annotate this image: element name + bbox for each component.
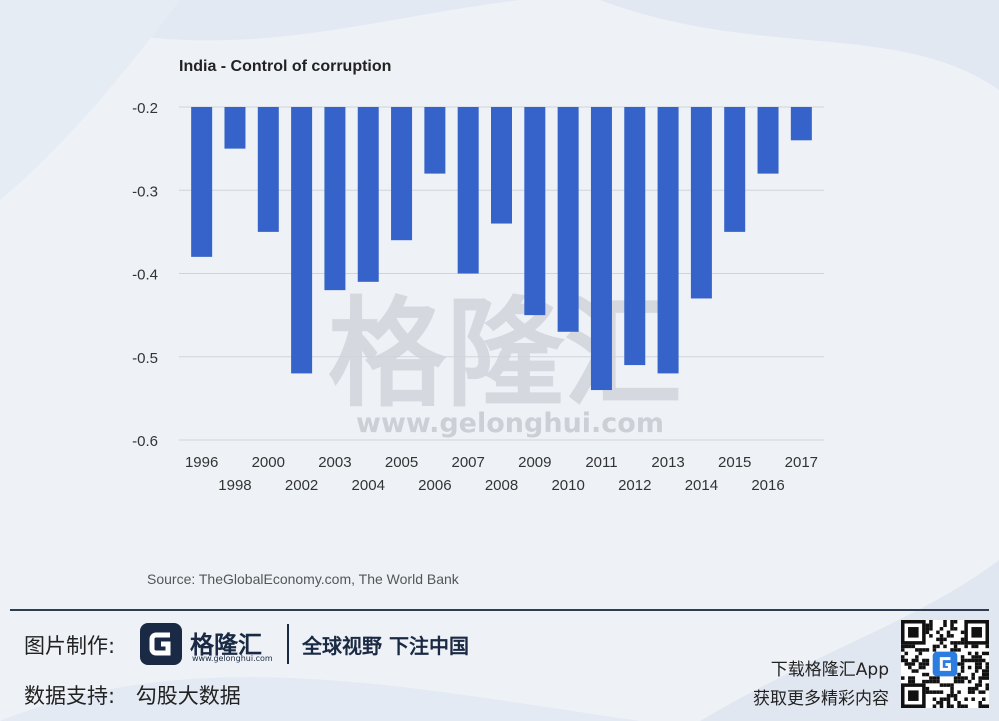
source-note: Source: TheGlobalEconomy.com, The World … xyxy=(147,571,459,587)
bar-2011 xyxy=(590,107,612,391)
bar-2004 xyxy=(357,107,379,282)
x-tick-label: 2004 xyxy=(352,477,385,494)
app-more-text: 获取更多精彩内容 xyxy=(753,689,889,709)
data-support: 数据支持: 勾股大数据 xyxy=(24,680,241,710)
x-tick-label: 2014 xyxy=(685,477,718,494)
qr-code-icon xyxy=(901,620,989,708)
chart-title: India - Control of corruption xyxy=(179,58,392,75)
x-tick-label: 2000 xyxy=(252,454,285,471)
bar-1996 xyxy=(191,107,213,257)
footer-divider xyxy=(10,609,989,611)
bar-2010 xyxy=(557,107,579,332)
x-tick-label: 2013 xyxy=(651,454,684,471)
x-tick-label: 2009 xyxy=(518,454,551,471)
y-tick-label: -0.6 xyxy=(132,433,158,450)
app-download-text: 下载格隆汇App xyxy=(770,660,889,680)
bar-2000 xyxy=(257,107,279,232)
y-tick-label: -0.2 xyxy=(132,100,158,117)
slogan: 全球视野 下注中国 xyxy=(302,634,469,658)
y-tick-label: -0.4 xyxy=(132,267,158,284)
bar-1998 xyxy=(224,107,246,149)
gelonghui-logo: 格隆汇 www.gelonghui.com xyxy=(140,623,276,665)
x-tick-label: 2003 xyxy=(318,454,351,471)
footer-separator xyxy=(287,624,289,664)
made-by-label: 图片制作: xyxy=(24,634,116,658)
x-tick-label: 2006 xyxy=(418,477,451,494)
x-tick-label: 1998 xyxy=(218,477,251,494)
bar-2015 xyxy=(724,107,746,232)
bar-2005 xyxy=(391,107,413,241)
watermark-chinese: 格隆汇 xyxy=(328,285,682,423)
bar-2008 xyxy=(491,107,512,224)
x-tick-label: 2010 xyxy=(551,477,584,494)
x-tick-label: 2016 xyxy=(751,477,784,494)
bar-2009 xyxy=(524,107,546,316)
x-tick-label: 1996 xyxy=(185,454,218,471)
g-logo-icon xyxy=(140,623,182,665)
x-tick-label: 2007 xyxy=(451,454,484,471)
bar-2014 xyxy=(690,107,712,299)
data-provider: 勾股大数据 xyxy=(135,684,241,708)
logo-url: www.gelonghui.com xyxy=(192,654,273,663)
x-tick-label: 2012 xyxy=(618,477,651,494)
bar-2007 xyxy=(457,107,479,274)
logo-name: 格隆汇 xyxy=(190,631,262,659)
bar-2012 xyxy=(624,107,646,366)
y-tick-label: -0.3 xyxy=(132,183,158,200)
data-support-label: 数据支持: xyxy=(24,684,116,708)
x-tick-label: 2011 xyxy=(585,454,617,471)
bar-2016 xyxy=(757,107,779,174)
bar-2002 xyxy=(291,107,313,374)
x-tick-label: 2015 xyxy=(718,454,751,471)
bar-2006 xyxy=(424,107,446,174)
y-tick-label: -0.5 xyxy=(132,350,158,367)
x-tick-label: 2017 xyxy=(785,454,818,471)
x-tick-label: 2002 xyxy=(285,477,318,494)
qr-code xyxy=(901,620,989,708)
bar-2003 xyxy=(324,107,346,291)
bar-2017 xyxy=(790,107,812,141)
x-tick-label: 2005 xyxy=(385,454,418,471)
watermark-url: www.gelonghui.com xyxy=(356,408,664,439)
bar-2013 xyxy=(657,107,679,374)
x-tick-label: 2008 xyxy=(485,477,518,494)
